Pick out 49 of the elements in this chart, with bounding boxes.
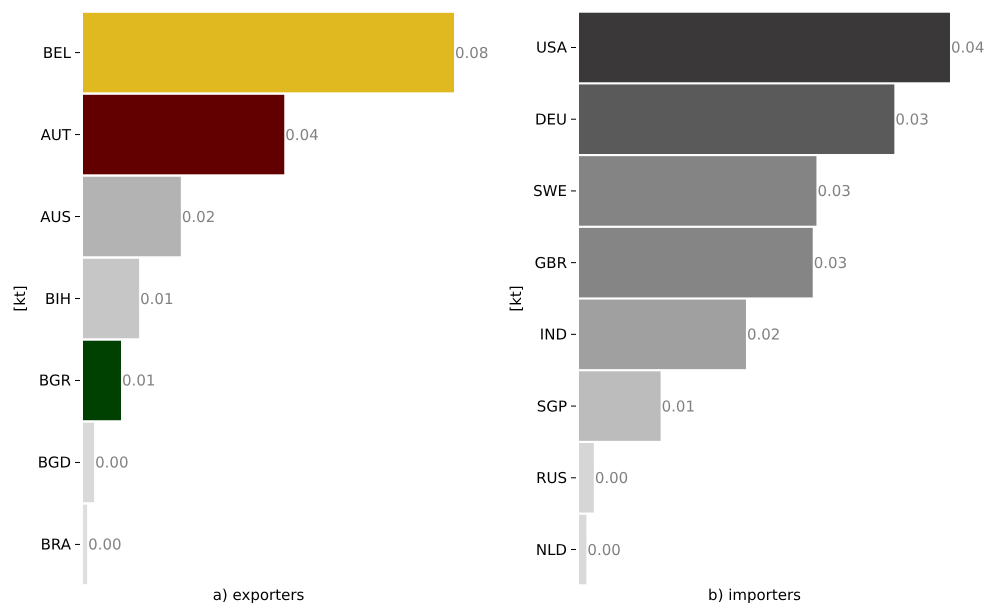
y-tick-label: GBR [534, 254, 567, 272]
y-tick-label: BRA [40, 536, 72, 554]
y-tick-label: SGP [536, 397, 567, 416]
y-tick-label: USA [536, 38, 568, 57]
data-label: 0.01 [122, 372, 156, 390]
bar [579, 156, 816, 226]
data-label: 0.00 [594, 469, 628, 488]
data-label: 0.00 [587, 540, 621, 559]
bar [83, 340, 122, 420]
y-tick-label: DEU [534, 110, 567, 128]
bar [83, 12, 454, 92]
bar [579, 514, 586, 584]
y-tick-label: BGR [38, 372, 71, 390]
data-label: 0.04 [285, 126, 319, 144]
data-label: 0.03 [814, 254, 848, 272]
y-axis-title: [kt] [507, 285, 525, 312]
bar [579, 300, 746, 370]
data-label: 0.08 [455, 44, 488, 62]
y-tick-label: BGD [38, 454, 71, 472]
y-tick-label: BEL [42, 44, 72, 62]
bar [579, 228, 813, 298]
y-tick-label: BIH [45, 290, 71, 308]
x-axis-title: a) exporters [212, 586, 304, 603]
data-label: 0.03 [895, 110, 929, 128]
data-label: 0.00 [88, 536, 122, 554]
y-tick-label: RUS [536, 469, 567, 488]
bar [83, 422, 94, 502]
bar [83, 504, 88, 584]
data-label: 0.01 [140, 290, 174, 308]
bar [579, 443, 594, 513]
y-tick-label: IND [540, 326, 567, 344]
y-tick-label: AUT [40, 126, 72, 144]
data-label: 0.02 [746, 326, 780, 344]
data-label: 0.01 [662, 397, 696, 416]
data-label: 0.03 [817, 182, 851, 200]
y-tick-label: SWE [533, 182, 567, 200]
bar [579, 84, 894, 154]
data-label: 0.00 [95, 454, 129, 472]
x-axis-title: b) importers [708, 586, 802, 603]
bar [83, 176, 181, 256]
bar [83, 258, 140, 338]
bar [83, 94, 284, 174]
bar [579, 371, 661, 441]
data-label: 0.02 [182, 208, 216, 226]
y-tick-label: NLD [536, 540, 567, 559]
bar [579, 12, 950, 82]
y-tick-label: AUS [40, 208, 71, 226]
y-axis-title: [kt] [11, 285, 29, 312]
data-label: 0.04 [951, 38, 984, 57]
